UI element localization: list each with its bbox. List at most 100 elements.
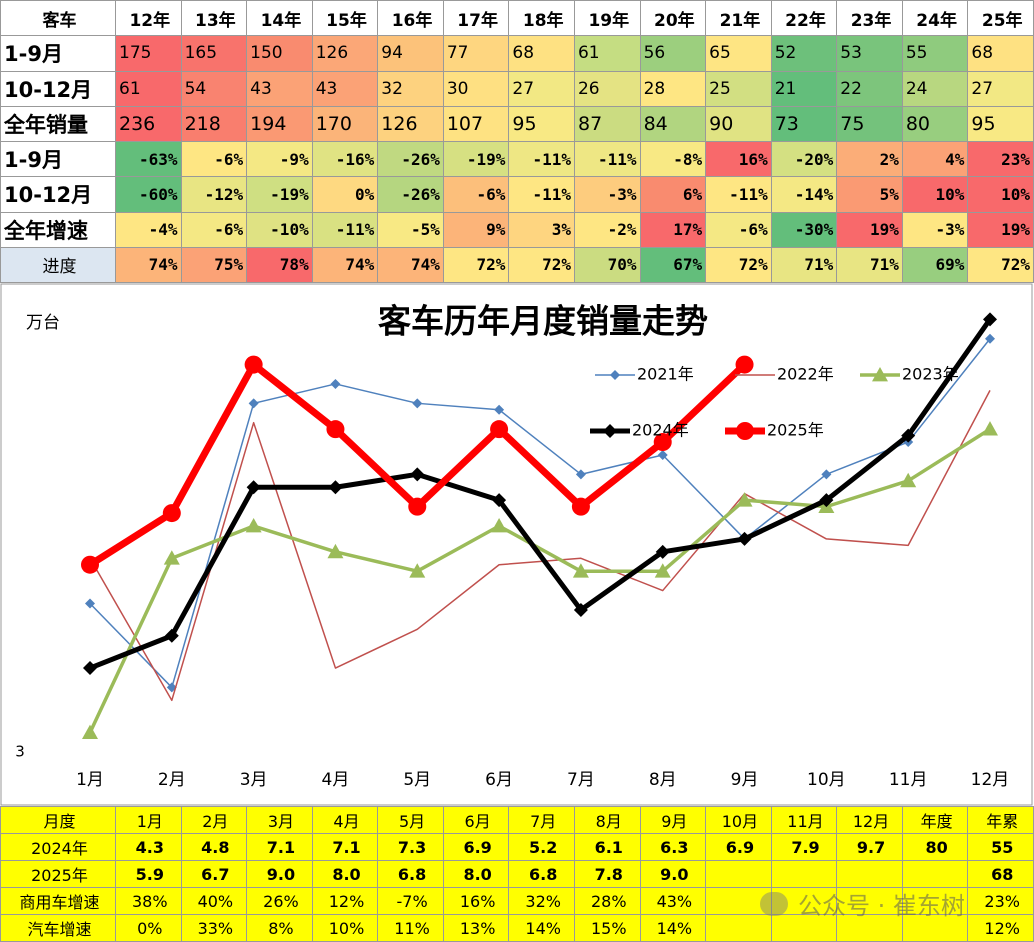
data-cell: 17% — [640, 212, 707, 248]
data-cell: 68 — [509, 36, 575, 72]
header-cell: 客车 — [1, 1, 116, 37]
data-cell: 74% — [378, 247, 444, 283]
data-cell: 5.9 — [116, 861, 182, 888]
empty-cell — [706, 888, 772, 915]
data-cell: 194 — [247, 106, 313, 142]
series-line — [88, 427, 991, 734]
data-cell: 2% — [837, 142, 903, 178]
data-cell: -6% — [181, 212, 248, 248]
point — [166, 682, 177, 693]
point — [326, 420, 345, 439]
header-cell: 年累 — [968, 807, 1034, 834]
data-cell: 3% — [509, 212, 575, 248]
point — [575, 469, 586, 480]
data-cell: 70% — [574, 247, 641, 283]
point — [900, 472, 917, 488]
point — [573, 602, 588, 617]
data-cell: 5% — [837, 177, 903, 213]
row-label: 全年销量 — [1, 106, 116, 142]
point — [81, 555, 99, 574]
monthly-table: 月度 1月 2月 3月 4月 5月 6月 7月 8月 9月 10月 11月 12月 年度 年累 2024年 4.… — [0, 806, 1034, 942]
data-cell: -9% — [247, 142, 313, 178]
series-line — [89, 338, 991, 689]
header-cell: 15年 — [312, 1, 379, 37]
point — [982, 421, 998, 436]
data-cell: 55 — [968, 834, 1034, 861]
point — [572, 563, 589, 578]
data-cell: 54 — [181, 71, 248, 107]
data-cell: 0% — [116, 915, 182, 942]
data-cell: 7.3 — [378, 834, 444, 861]
empty-cell — [837, 888, 903, 915]
chart-title: 客车历年月度销量走势 — [378, 302, 708, 341]
data-cell: 13% — [443, 915, 510, 942]
legend-label: 2022年 — [777, 365, 834, 384]
empty-cell — [771, 888, 838, 915]
data-cell: 74% — [312, 247, 379, 283]
data-cell: -11% — [312, 212, 379, 248]
point — [494, 404, 505, 415]
data-cell: 9.0 — [640, 861, 707, 888]
data-cell: 22 — [837, 71, 903, 107]
data-cell: 4.8 — [181, 834, 248, 861]
data-cell: 71% — [771, 247, 838, 283]
header-cell: 20年 — [640, 1, 707, 37]
point — [245, 518, 262, 533]
data-cell: 6.9 — [706, 834, 772, 861]
header-cell: 1月 — [116, 807, 182, 834]
data-cell: 6.1 — [574, 834, 641, 861]
data-cell: 9.0 — [247, 861, 313, 888]
data-cell: -7% — [378, 888, 444, 915]
header-cell: 9月 — [640, 807, 707, 834]
data-cell: 65 — [706, 36, 772, 72]
point — [737, 531, 752, 546]
point — [83, 661, 97, 676]
row-label: 2025年 — [1, 861, 116, 888]
header-cell: 25年 — [968, 1, 1034, 37]
data-cell: 8% — [247, 915, 313, 942]
data-cell: -6% — [706, 212, 772, 248]
data-cell: 61 — [116, 71, 182, 107]
data-cell: 27 — [509, 71, 575, 107]
data-cell: 10% — [312, 915, 379, 942]
data-cell: 71% — [837, 247, 903, 283]
point — [492, 493, 507, 508]
point — [653, 433, 672, 452]
data-cell: 4% — [902, 142, 969, 178]
x-tick-label: 8月 — [649, 770, 677, 790]
data-cell: 40% — [181, 888, 248, 915]
data-cell: 28 — [640, 71, 707, 107]
point — [164, 628, 179, 643]
data-cell: 6.8 — [509, 861, 575, 888]
data-cell: 170 — [312, 106, 379, 142]
data-cell: 95 — [968, 106, 1034, 142]
point — [330, 378, 341, 389]
summary-table: 客车 12年 13年 14年 15年 16年 17年 18年 19年 20年 21年 22年 23年 24… — [0, 0, 1034, 283]
data-cell: -11% — [706, 177, 772, 213]
x-tick-label: 7月 — [567, 770, 595, 790]
data-cell: 87 — [574, 106, 641, 142]
data-cell: -26% — [378, 142, 444, 178]
data-cell: 12% — [968, 915, 1034, 942]
data-cell: -6% — [181, 142, 248, 178]
data-cell: 9% — [443, 212, 510, 248]
data-cell: -11% — [509, 177, 575, 213]
data-cell: 84 — [640, 106, 707, 142]
point — [82, 724, 98, 740]
data-cell: 32% — [509, 888, 575, 915]
data-cell: 95 — [509, 106, 575, 142]
header-cell: 7月 — [509, 807, 575, 834]
data-cell: 7.9 — [771, 834, 838, 861]
legend-label: 2021年 — [637, 365, 694, 384]
point — [163, 550, 180, 565]
data-cell: 14% — [509, 915, 575, 942]
data-cell: 6.8 — [378, 861, 444, 888]
point — [162, 504, 181, 523]
data-cell: 43 — [312, 71, 379, 107]
point — [735, 355, 754, 374]
point — [736, 422, 754, 440]
point — [244, 355, 263, 374]
x-tick-label: 11月 — [889, 770, 928, 790]
data-cell: 23% — [968, 142, 1034, 178]
